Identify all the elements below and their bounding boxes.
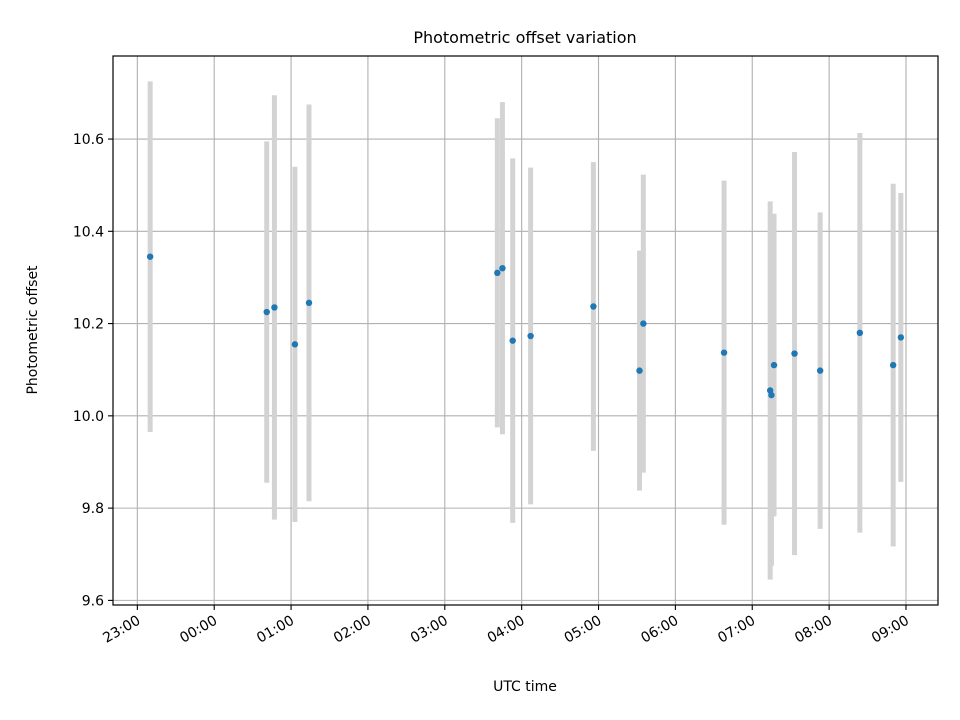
y-tick-label: 10.0 — [73, 409, 104, 425]
y-axis-ticks: 9.6 9.8 10.0 10.2 10.4 10.6 — [73, 132, 113, 609]
data-point — [897, 334, 905, 341]
data-point — [499, 265, 506, 272]
grid-layer — [113, 56, 938, 605]
data-point — [791, 350, 798, 357]
data-point — [816, 367, 824, 374]
data-point — [527, 332, 534, 340]
y-tick-label: 9.8 — [82, 501, 104, 517]
y-tick-label: 10.4 — [73, 224, 104, 240]
data-point — [509, 337, 516, 344]
data-point — [271, 304, 278, 311]
data-point — [889, 361, 897, 369]
data-point — [305, 299, 313, 307]
data-point — [768, 391, 775, 399]
x-axis-label: UTC time — [493, 679, 557, 695]
data-point — [770, 361, 778, 369]
data-point — [856, 329, 864, 337]
data-point — [146, 253, 154, 260]
y-axis-label: Photometric offset — [25, 265, 41, 395]
y-tick-label: 10.6 — [73, 132, 104, 148]
plot-area-frame — [112, 55, 939, 606]
y-tick-label: 9.6 — [82, 593, 104, 609]
data-point — [291, 341, 299, 348]
y-tick-label: 10.2 — [73, 317, 104, 333]
point-layer — [146, 253, 905, 399]
data-point — [636, 367, 643, 374]
data-point — [263, 308, 270, 316]
chart-title: Photometric offset variation — [413, 28, 636, 47]
data-point — [590, 303, 597, 310]
data-point — [720, 349, 728, 356]
data-point — [494, 269, 501, 277]
data-point — [640, 320, 647, 327]
